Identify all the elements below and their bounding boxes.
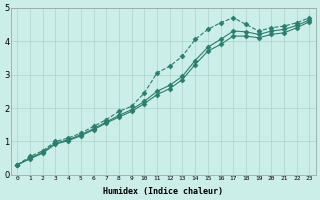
X-axis label: Humidex (Indice chaleur): Humidex (Indice chaleur) <box>103 187 223 196</box>
